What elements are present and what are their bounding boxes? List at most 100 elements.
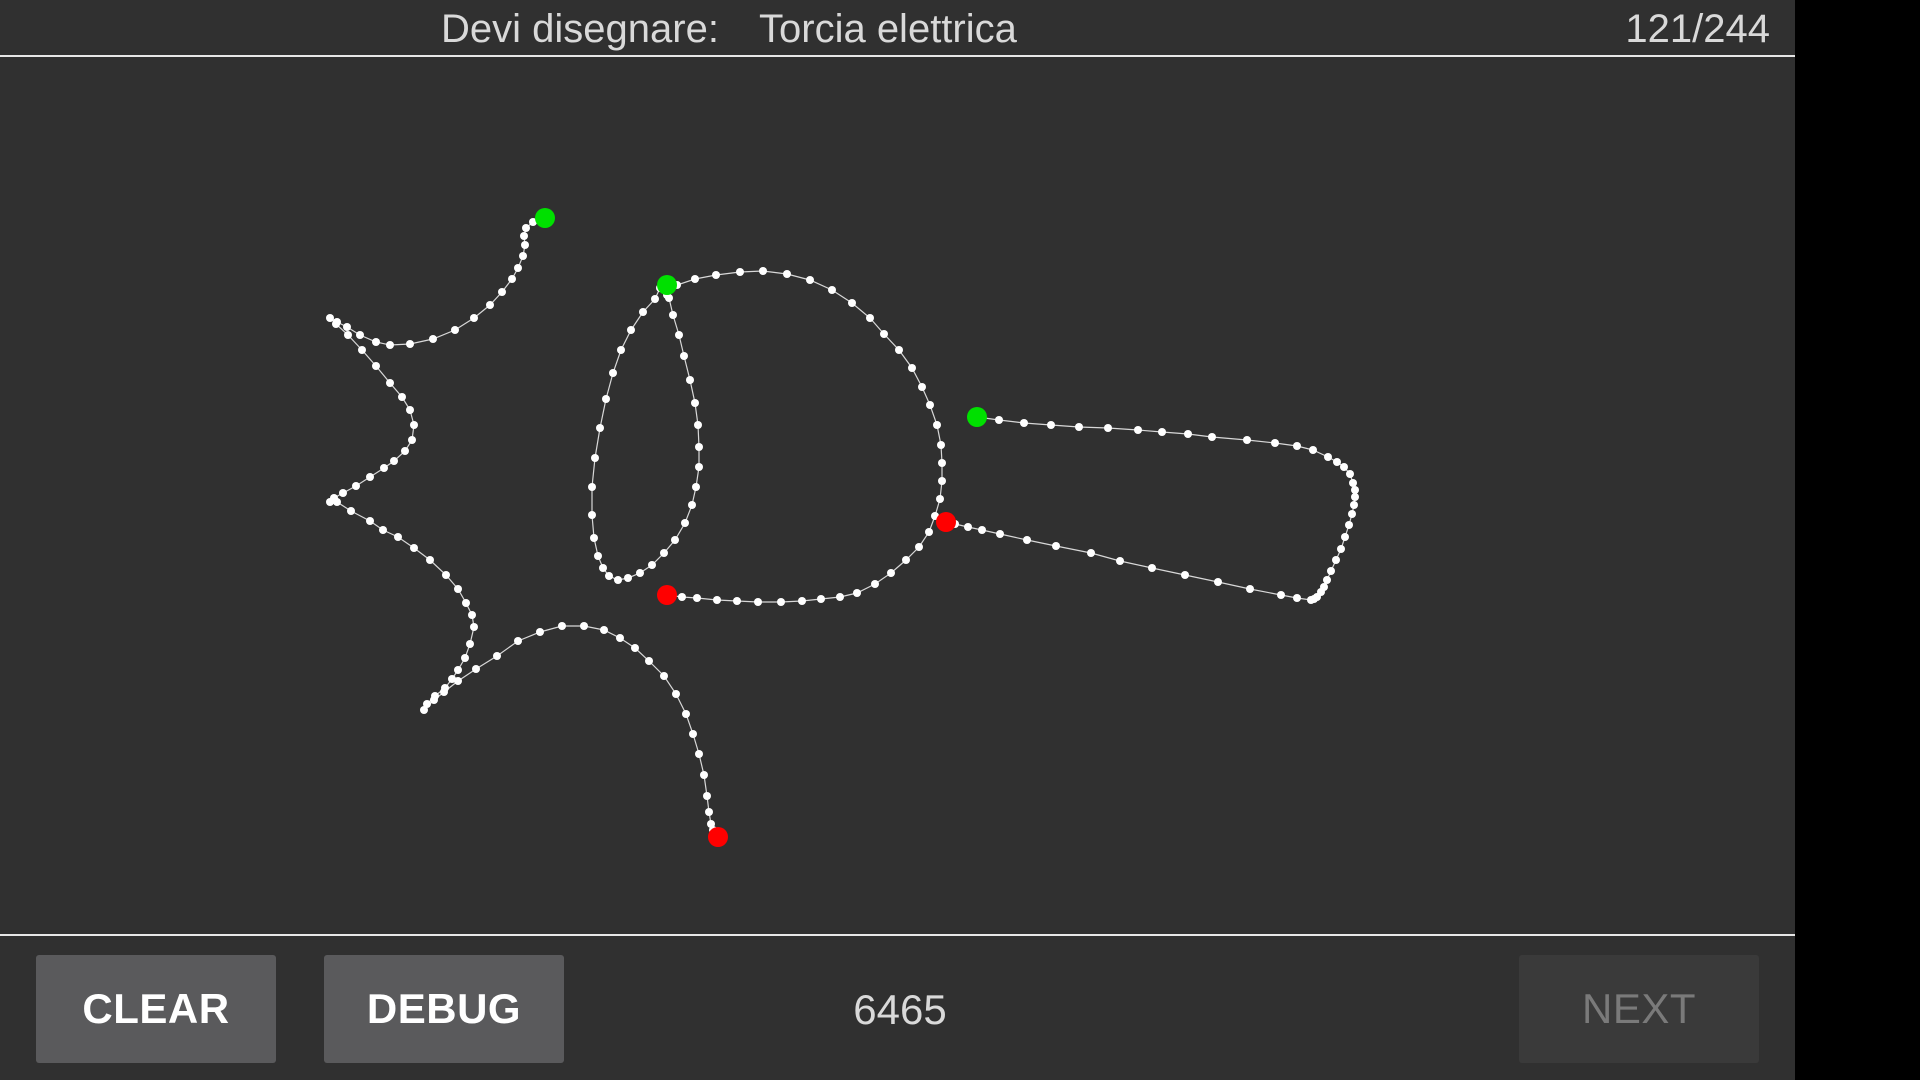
stroke-point (588, 483, 596, 491)
stroke-point (332, 320, 340, 328)
stroke-point (660, 672, 668, 680)
stroke-point (700, 771, 708, 779)
stroke-point (777, 598, 785, 606)
stroke-point (695, 750, 703, 758)
stroke-point (933, 421, 941, 429)
stroke-point (440, 688, 448, 696)
stroke-point (454, 585, 462, 593)
stroke-point (588, 511, 596, 519)
stroke-point (1246, 585, 1254, 593)
stroke-point (461, 654, 469, 662)
header-bar: Devi disegnare: Torcia elettrica 121/244 (0, 0, 1795, 57)
stroke-point (390, 457, 398, 465)
stroke-point (902, 556, 910, 564)
stroke-point (426, 556, 434, 564)
stroke-point (508, 275, 516, 283)
stroke-point (326, 498, 334, 506)
debug-button[interactable]: DEBUG (324, 955, 564, 1063)
stroke-point (600, 626, 608, 634)
stroke-point (394, 533, 402, 541)
stroke-point (1047, 421, 1055, 429)
stroke-point (454, 677, 462, 685)
stroke-end-marker (708, 827, 728, 847)
stroke-point (695, 463, 703, 471)
stroke-point (406, 340, 414, 348)
stroke-point (736, 268, 744, 276)
stroke-point (1324, 453, 1332, 461)
stroke-point (614, 576, 622, 584)
stroke-point (733, 597, 741, 605)
stroke-point (514, 264, 522, 272)
stroke-point (672, 690, 680, 698)
sketch-svg[interactable] (0, 57, 1795, 934)
stroke-point (705, 808, 713, 816)
stroke-point (1341, 533, 1349, 541)
stroke-point (691, 275, 699, 283)
stroke-point (602, 395, 610, 403)
stroke-point (486, 301, 494, 309)
stroke-point (1340, 463, 1348, 471)
stroke-point (651, 295, 659, 303)
stroke-point (356, 331, 364, 339)
stroke-point (462, 599, 470, 607)
stroke-point (326, 314, 334, 322)
stroke-point (925, 528, 933, 536)
stroke-point (880, 330, 888, 338)
stroke-point (1349, 479, 1357, 487)
stroke-point (995, 416, 1003, 424)
stroke-point (627, 326, 635, 334)
stroke-point (372, 362, 380, 370)
stroke-point (1333, 458, 1341, 466)
stroke-point (693, 594, 701, 602)
stroke-point (558, 622, 566, 630)
stroke-point (848, 299, 856, 307)
stroke-point (871, 580, 879, 588)
stroke-point (609, 369, 617, 377)
stroke-point (689, 730, 697, 738)
stroke-point (645, 657, 653, 665)
stroke-point (339, 489, 347, 497)
stroke-point (1148, 564, 1156, 572)
stroke-start-marker (535, 208, 555, 228)
stroke-point (675, 331, 683, 339)
stroke-point (347, 507, 355, 515)
stroke-point (366, 473, 374, 481)
stroke-point (688, 501, 696, 509)
stroke-point (1181, 571, 1189, 579)
stroke-point (1307, 596, 1315, 604)
stroke-point (372, 338, 380, 346)
stroke-point (605, 572, 613, 580)
stroke-point (344, 331, 352, 339)
lens-stroke (588, 267, 946, 606)
next-button[interactable]: NEXT (1519, 955, 1759, 1063)
stroke-point (520, 232, 528, 240)
stroke-point (806, 276, 814, 284)
stroke-point (828, 286, 836, 294)
stroke-point (519, 252, 527, 260)
clear-button[interactable]: CLEAR (36, 955, 276, 1063)
stroke-point (410, 544, 418, 552)
stroke-point (691, 399, 699, 407)
stroke-point (498, 288, 506, 296)
stroke-point (671, 536, 679, 544)
stroke-point (398, 393, 406, 401)
stroke-point (631, 644, 639, 652)
stroke-point (686, 376, 694, 384)
stroke-point (343, 323, 351, 331)
stroke-point (964, 523, 972, 531)
stroke-point (978, 526, 986, 534)
stroke-point (1293, 442, 1301, 450)
stroke-point (681, 519, 689, 527)
stroke-point (1350, 501, 1358, 509)
stroke-point (895, 346, 903, 354)
stroke-point (695, 443, 703, 451)
stroke-point (678, 593, 686, 601)
drawing-canvas[interactable] (0, 57, 1795, 934)
stroke-point (470, 314, 478, 322)
stroke-point (616, 634, 624, 642)
stroke-point (639, 308, 647, 316)
stroke-point (1346, 470, 1354, 478)
stroke-point (529, 218, 537, 226)
stroke-point (591, 454, 599, 462)
stroke-point (915, 543, 923, 551)
